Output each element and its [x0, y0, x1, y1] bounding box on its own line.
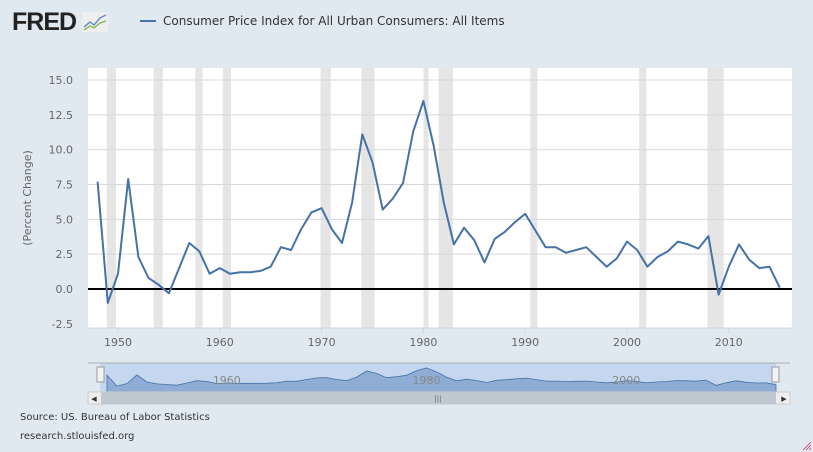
source-url-link[interactable]: research.stlouisfed.org [20, 431, 135, 442]
recession-band [438, 68, 453, 328]
y-tick-label: 15.0 [49, 74, 74, 87]
navigator-handle-left[interactable] [96, 366, 105, 383]
navigator-label: 1960 [213, 374, 241, 387]
recession-band [153, 68, 163, 328]
recession-band [222, 68, 231, 328]
series-line[interactable] [96, 99, 781, 304]
scrollbar-grip-icon: ||| [434, 395, 441, 403]
scroll-right-arrow-icon[interactable]: ▶ [781, 395, 787, 403]
recession-band [361, 68, 375, 328]
x-tick-label: 1970 [308, 336, 336, 349]
y-tick-label: 5.0 [56, 213, 74, 226]
y-axis-label: (Percent Change) [21, 150, 34, 246]
fred-logo-graph-icon [82, 12, 109, 32]
navigator-label: 1980 [413, 374, 441, 387]
x-tick-label: 1990 [511, 336, 539, 349]
recession-band [530, 68, 538, 328]
fred-logo[interactable]: FRED [12, 8, 109, 37]
x-tick-label: 1950 [104, 336, 132, 349]
x-tick-label: 1960 [206, 336, 234, 349]
scroll-left-arrow-icon[interactable]: ◀ [91, 395, 97, 403]
recession-band [707, 68, 724, 328]
resize-grip-icon[interactable] [802, 441, 812, 451]
x-tick-label: 2000 [613, 336, 641, 349]
x-tick-label: 1980 [409, 336, 437, 349]
y-tick-label: -2.5 [52, 318, 73, 331]
navigator-label: 2000 [612, 374, 640, 387]
recession-band [106, 68, 116, 328]
y-tick-label: 0.0 [56, 283, 74, 296]
recession-band [639, 68, 647, 328]
navigator-handle-right[interactable] [771, 366, 780, 383]
recession-band [320, 68, 331, 328]
source-text: Source: US. Bureau of Labor Statistics [20, 412, 210, 423]
y-tick-label: 7.5 [56, 179, 74, 192]
scrollbar-thumb[interactable] [101, 392, 776, 404]
legend-label: Consumer Price Index for All Urban Consu… [163, 14, 505, 28]
legend-swatch [140, 20, 156, 22]
legend-item[interactable]: Consumer Price Index for All Urban Consu… [140, 14, 505, 28]
x-tick-label: 2010 [715, 336, 743, 349]
y-tick-label: 10.0 [49, 144, 74, 157]
recession-band [195, 68, 203, 328]
y-tick-label: 2.5 [56, 248, 74, 261]
recession-band [423, 68, 429, 328]
y-tick-label: 12.5 [49, 109, 74, 122]
navigator[interactable]: 1960 1980 2000 ||| ◀ ▶ [87, 362, 791, 405]
navigator-area [106, 367, 777, 393]
